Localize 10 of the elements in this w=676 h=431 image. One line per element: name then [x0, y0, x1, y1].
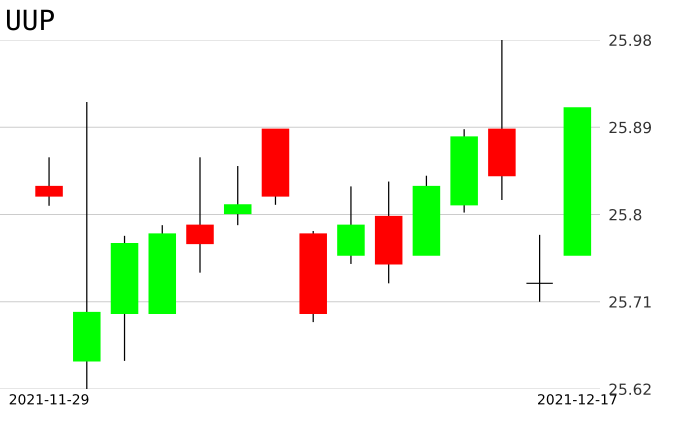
- candlestick: [526, 234, 554, 302]
- y-tick-label: 25.62: [609, 383, 651, 396]
- candlestick: [224, 165, 252, 226]
- x-tick-label: 2021-11-29: [10, 394, 88, 405]
- y-tick-label: 25.71: [609, 296, 651, 308]
- y-tick-label: 25.8: [609, 208, 642, 221]
- chart-title: UUP: [6, 10, 54, 30]
- x-tick-label: 2021-12-17: [538, 394, 617, 405]
- y-tick-label: 25.98: [609, 34, 652, 46]
- y-tick-label: 25.89: [609, 122, 651, 134]
